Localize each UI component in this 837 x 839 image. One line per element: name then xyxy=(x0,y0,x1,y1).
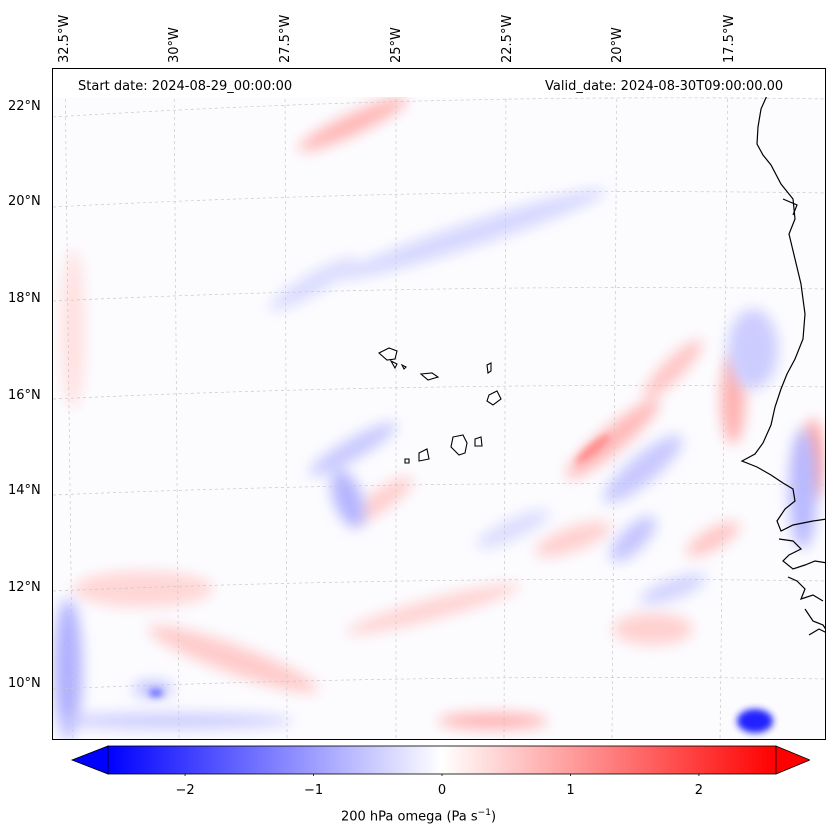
colorbar-body xyxy=(107,745,777,775)
lat-label-14n: 14°N xyxy=(8,483,41,498)
graticule xyxy=(53,69,825,739)
coastline xyxy=(740,90,825,636)
colorbar-title: 200 hPa omega (Pa s−1) xyxy=(0,808,837,824)
colorbar xyxy=(70,745,810,776)
colorbar-extend-high xyxy=(775,745,810,775)
colorbar-tick-label: 0 xyxy=(437,783,447,798)
strong-omega-cores xyxy=(149,434,773,733)
omega-field xyxy=(53,69,825,739)
colorbar-tick-label: −2 xyxy=(175,783,195,798)
lat-label-16n: 16°N xyxy=(8,388,41,403)
colorbar-title-text: 200 hPa omega (Pa s xyxy=(340,809,478,825)
cape-verde-islands xyxy=(378,347,502,464)
lon-label-22-5w: 22.5°W xyxy=(500,14,515,63)
colorbar-title-exponent: −1 xyxy=(477,808,491,818)
lon-label-27-5w: 27.5°W xyxy=(278,14,293,63)
colorbar-title-close: ) xyxy=(490,809,497,825)
start-date-label: Start date: 2024-08-29_00:00:00 xyxy=(78,79,293,94)
lat-label-12n: 12°N xyxy=(8,580,41,595)
lat-label-10n: 10°N xyxy=(8,676,41,691)
lon-label-20w: 20°W xyxy=(610,27,625,63)
colorbar-tick-label: −1 xyxy=(303,783,324,798)
negative-omega-patches xyxy=(53,189,817,739)
header-band xyxy=(53,69,825,97)
colorbar-tick-label: 2 xyxy=(694,783,704,798)
map-panel xyxy=(52,68,826,740)
lon-label-17-5w: 17.5°W xyxy=(722,14,737,63)
colorbar-extend-low xyxy=(70,745,109,775)
lat-label-20n: 20°N xyxy=(8,194,41,209)
lat-label-22n: 22°N xyxy=(8,99,41,114)
lat-label-18n: 18°N xyxy=(8,291,41,306)
valid-date-label: Valid_date: 2024-08-30T09:00:00.00 xyxy=(545,79,784,94)
lon-label-25w: 25°W xyxy=(389,27,404,63)
lon-label-32-5w: 32.5°W xyxy=(57,14,72,63)
lon-label-30w: 30°W xyxy=(167,27,182,63)
colorbar-tick-label: 1 xyxy=(566,783,575,798)
